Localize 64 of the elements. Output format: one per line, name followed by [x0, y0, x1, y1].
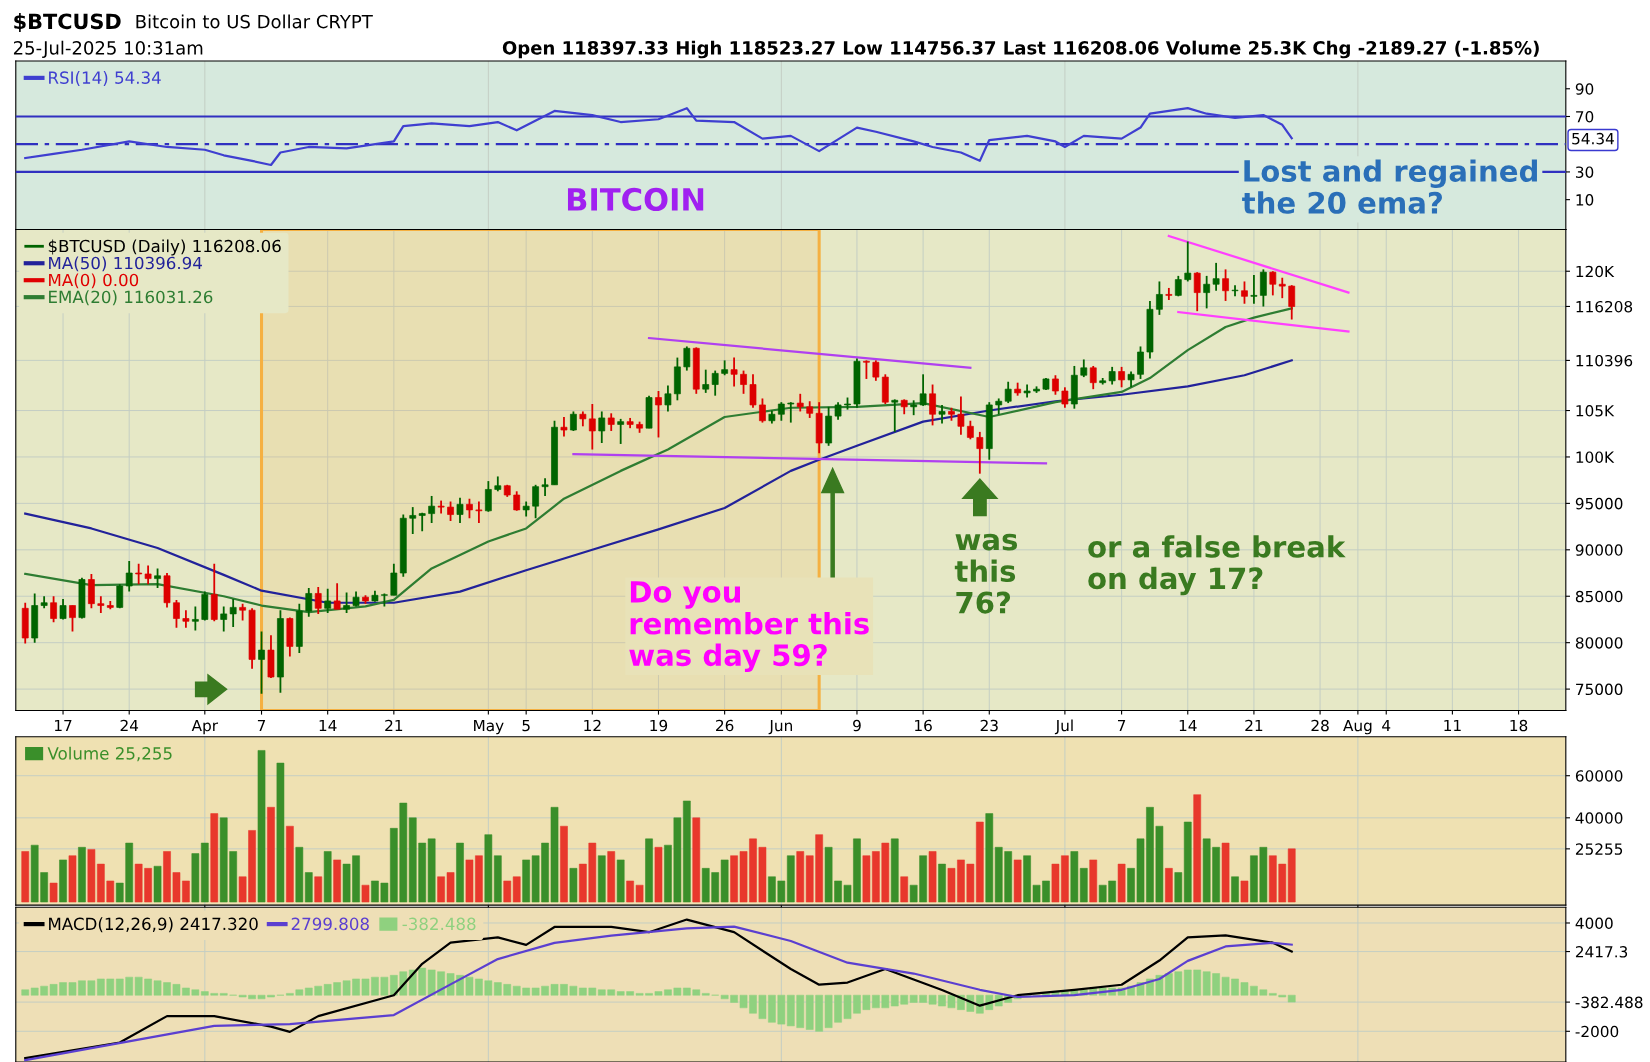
y-tick-label: 90 — [1575, 83, 1594, 95]
x-tick-label: 14 — [319, 719, 337, 732]
x-tick-label: Jun — [768, 719, 792, 735]
x-tick-label: 5 — [522, 719, 530, 732]
annotation: or a false break on day 17? — [1088, 535, 1346, 596]
y-tick-label: 25255 — [1575, 843, 1623, 855]
y-tick-label: 120K — [1576, 265, 1615, 278]
y-tick-label: 116208 — [1576, 300, 1633, 313]
x-tick-label: 18 — [1510, 719, 1528, 732]
y-tick-label: 30 — [1576, 166, 1594, 178]
x-tick-label: 11 — [1444, 719, 1461, 732]
annotation: Do you remember this was day 59? — [629, 581, 869, 673]
legend-label: 2799.808 — [291, 917, 369, 931]
legend-label: EMA(20) 116031.26 — [49, 290, 213, 306]
text: Open 118397.33 High 118523.27 Low 114756.37 Last 116208.06 Volume 25.3K Chg -2189.27 (-1.85%) — [502, 40, 1539, 59]
y-tick-label: 80000 — [1575, 637, 1623, 649]
y-tick-label: 60000 — [1575, 770, 1623, 782]
legend-label: -382.488 — [402, 917, 476, 931]
x-tick-label: 28 — [1311, 719, 1329, 732]
chart-subtitle: Bitcoin to US Dollar CRYPT — [136, 14, 373, 29]
x-tick-label: Jul — [1054, 719, 1073, 735]
y-tick-label: 90000 — [1575, 544, 1623, 556]
y-tick-label: 100K — [1576, 451, 1615, 463]
y-tick-label: 70 — [1576, 110, 1594, 123]
x-tick-label: 21 — [385, 719, 403, 732]
x-tick-label: 7 — [1117, 719, 1126, 732]
x-tick-label: 14 — [1179, 719, 1197, 732]
y-tick-label: -382.488 — [1575, 996, 1643, 1009]
legend-label: MACD(12,26,9) 2417.320 — [49, 917, 258, 933]
x-tick-label: 23 — [980, 719, 998, 732]
y-tick-label: 75000 — [1576, 683, 1623, 696]
annotation: was this 76? — [954, 533, 1018, 614]
legend-label: Volume 25,255 — [47, 746, 172, 762]
y-tick-label: 95000 — [1575, 497, 1623, 510]
y-tick-label: 40000 — [1575, 812, 1623, 824]
annotation: MA(0) 0.00 — [49, 273, 139, 289]
text: 54.34 — [1572, 132, 1614, 145]
x-tick-label: 19 — [650, 719, 668, 732]
y-tick-label: -2000 — [1575, 1025, 1619, 1038]
x-tick-label: Apr — [191, 719, 219, 735]
annotation: BITCOIN — [567, 187, 704, 211]
y-tick-label: 10 — [1576, 194, 1594, 206]
x-tick-label: May — [474, 719, 504, 735]
y-tick-label: 85000 — [1575, 590, 1623, 603]
x-tick-label: 17 — [55, 719, 72, 732]
x-tick-label: 12 — [584, 719, 601, 732]
y-tick-label: 2417.3 — [1575, 946, 1628, 958]
x-tick-label: Aug — [1343, 719, 1372, 735]
legend-label: MA(50) 110396.94 — [49, 256, 202, 272]
y-tick-label: 105K — [1576, 404, 1615, 417]
x-tick-label: 24 — [120, 719, 139, 732]
x-tick-label: 16 — [915, 719, 932, 732]
legend-label: $BTCUSD (Daily) 116208.06 — [48, 239, 281, 256]
y-tick-label: 110396 — [1576, 354, 1633, 367]
chart-title: $BTCUSD — [14, 13, 121, 32]
x-tick-label: 26 — [716, 719, 734, 732]
annotation: Lost and regained the 20 ema? — [1242, 159, 1537, 214]
x-tick-label: 9 — [853, 719, 861, 732]
y-tick-label: 4000 — [1575, 917, 1613, 930]
legend-label: RSI(14) 54.34 — [49, 71, 161, 86]
text: 25-Jul-2025 10:31am — [13, 40, 203, 59]
x-tick-label: 21 — [1245, 719, 1263, 732]
x-tick-label: 4 — [1382, 719, 1391, 732]
x-tick-label: 7 — [257, 719, 266, 732]
